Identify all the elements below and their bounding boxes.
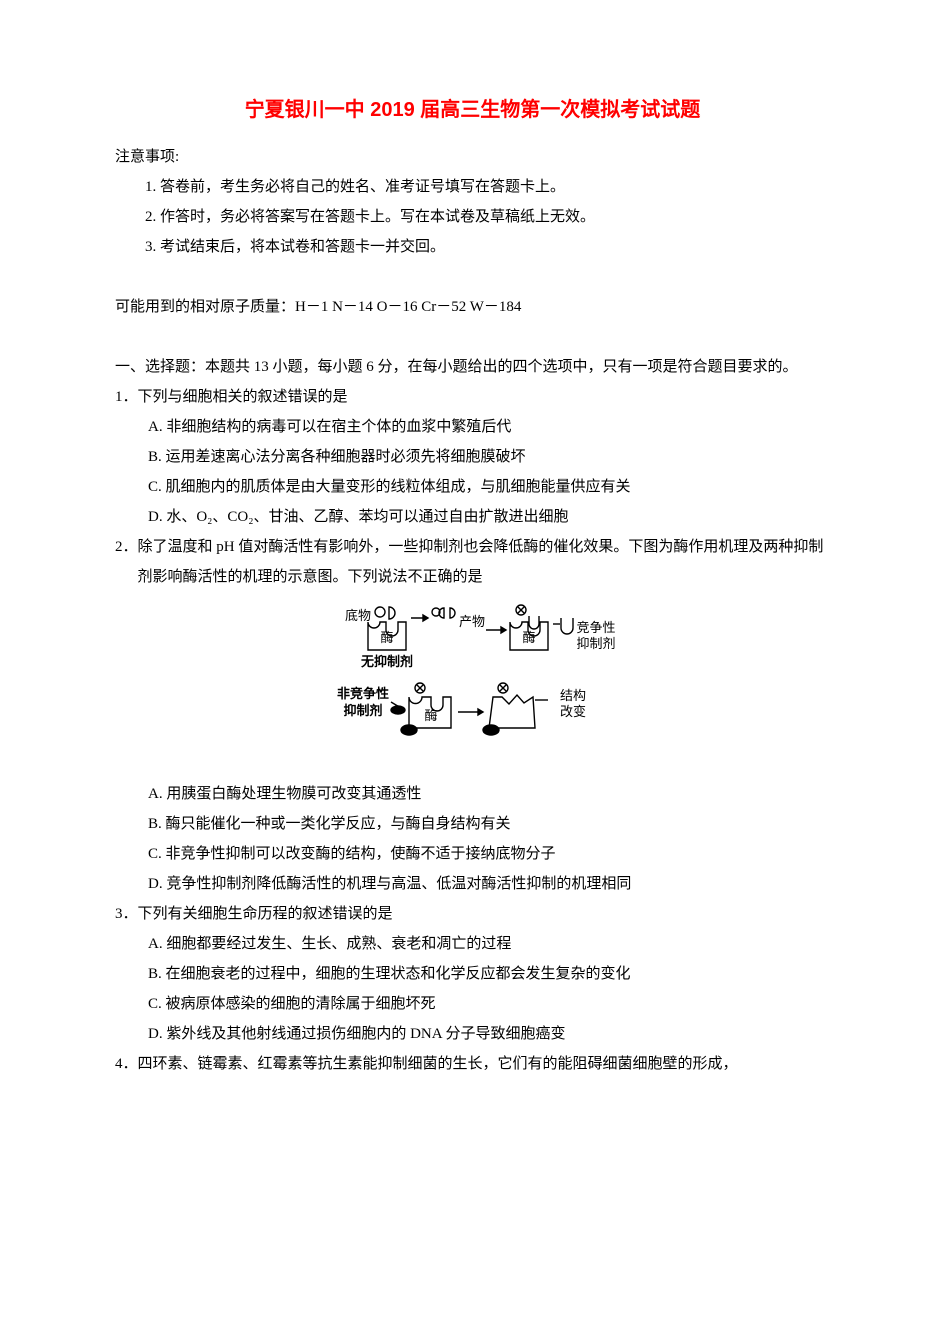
atomic-mass: 可能用到的相对原子质量：H－1 N－14 O－16 Cr－52 W－184 [115,292,830,322]
notice-item-1: 1. 答卷前，考生务必将自己的姓名、准考证号填写在答题卡上。 [115,172,830,202]
diagram-label-competitive-1: 竞争性 [576,620,615,635]
q3-option-c: C. 被病原体感染的细胞的清除属于细胞坏死 [115,989,830,1019]
notice-item-2: 2. 作答时，务必将答案写在答题卡上。写在本试卷及草稿纸上无效。 [115,202,830,232]
q3-stem: 3．下列有关细胞生命历程的叙述错误的是 [115,899,830,929]
q1-option-b: B. 运用差速离心法分离各种细胞器时必须先将细胞膜破坏 [115,442,830,472]
q4-stem: 4．四环素、链霉素、红霉素等抗生素能抑制细菌的生长，它们有的能阻碍细菌细胞壁的形… [115,1049,830,1079]
diagram-label-product: 产物 [459,614,485,629]
enzyme-diagram-svg: 底物 酶 产物 无抑制剂 [303,600,643,760]
diagram-label-noncompetitive-2: 抑制剂 [343,703,382,718]
q2-option-b: B. 酶只能催化一种或一类化学反应，与酶自身结构有关 [115,809,830,839]
q2-option-a: A. 用胰蛋白酶处理生物膜可改变其通透性 [115,779,830,809]
diagram-label-enzyme-2: 酶 [522,630,535,645]
diagram-label-noncompetitive-1: 非竞争性 [336,686,388,701]
q1-option-a: A. 非细胞结构的病毒可以在宿主个体的血浆中繁殖后代 [115,412,830,442]
q2-stem: 2．除了温度和 pH 值对酶活性有影响外，一些抑制剂也会降低酶的催化效果。下图为… [115,532,830,592]
q2-option-d: D. 竞争性抑制剂降低酶活性的机理与高温、低温对酶活性抑制的机理相同 [115,869,830,899]
q1-stem: 1．下列与细胞相关的叙述错误的是 [115,382,830,412]
diagram-label-enzyme-1: 酶 [380,630,393,645]
q3-option-b: B. 在细胞衰老的过程中，细胞的生理状态和化学反应都会发生复杂的变化 [115,959,830,989]
notice-item-3: 3. 考试结束后，将本试卷和答题卡一并交回。 [115,232,830,262]
q3-option-a: A. 细胞都要经过发生、生长、成熟、衰老和凋亡的过程 [115,929,830,959]
diagram-label-structure-2: 改变 [559,704,585,719]
q1-option-c: C. 肌细胞内的肌质体是由大量变形的线粒体组成，与肌细胞能量供应有关 [115,472,830,502]
diagram-label-competitive-2: 抑制剂 [576,636,615,651]
diagram-label-structure-1: 结构 [559,688,585,703]
section-1-header: 一、选择题：本题共 13 小题，每小题 6 分，在每小题给出的四个选项中，只有一… [115,352,830,382]
enzyme-diagram: 底物 酶 产物 无抑制剂 [115,600,830,771]
page-title: 宁夏银川一中 2019 届高三生物第一次模拟考试试题 [115,90,830,130]
notice-header: 注意事项: [115,142,830,172]
diagram-label-substrate: 底物 [344,608,370,623]
q3-option-d: D. 紫外线及其他射线通过损伤细胞内的 DNA 分子导致细胞癌变 [115,1019,830,1049]
diagram-label-no-inhibitor: 无抑制剂 [359,654,412,669]
q2-option-c: C. 非竞争性抑制可以改变酶的结构，使酶不适于接纳底物分子 [115,839,830,869]
q1-option-d: D. 水、O₂、CO₂、甘油、乙醇、苯均可以通过自由扩散进出细胞 [115,502,830,532]
diagram-label-enzyme-3: 酶 [424,708,437,723]
